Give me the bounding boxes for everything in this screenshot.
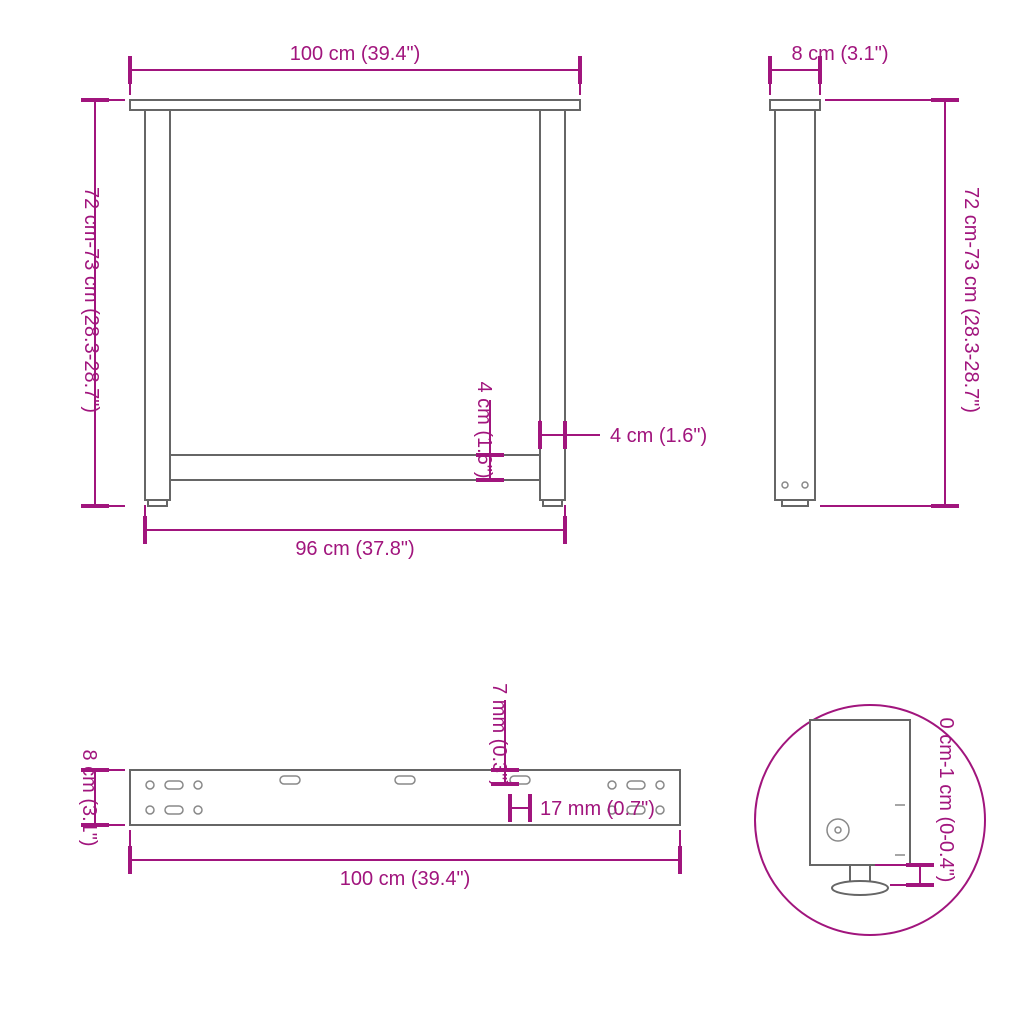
dim-label-slot-gap: 7 mm (0.3"): [488, 683, 510, 787]
dim-label-slot-w: 17 mm (0.7"): [540, 798, 655, 820]
top-view: 8 cm (3.1") 100 cm (39.4") 17 mm (0.7") …: [78, 683, 680, 890]
dim-label-rail-h: 4 cm (1.6"): [473, 381, 495, 478]
dim-label-top-depth: 8 cm (3.1"): [78, 749, 100, 846]
dim-label-front-top: 100 cm (39.4"): [290, 43, 421, 65]
dim-label-top-width: 100 cm (39.4"): [340, 868, 471, 890]
dim-label-front-inner: 96 cm (37.8"): [295, 538, 414, 560]
dim-label-front-height: 72 cm-73 cm (28.3-28.7"): [80, 187, 102, 413]
foot-detail: 0 cm-1 cm (0-0.4"): [755, 705, 985, 935]
dim-label-foot-adjust: 0 cm-1 cm (0-0.4"): [935, 718, 957, 883]
dim-label-leg-w: 4 cm (1.6"): [610, 425, 707, 447]
dimension-drawing: 100 cm (39.4") 96 cm (37.8") 72 cm-73 cm…: [0, 0, 1024, 1024]
dim-label-side-height: 72 cm-73 cm (28.3-28.7"): [960, 187, 982, 413]
dim-label-side-depth: 8 cm (3.1"): [791, 43, 888, 65]
front-view: 100 cm (39.4") 96 cm (37.8") 72 cm-73 cm…: [80, 43, 707, 560]
side-view: 8 cm (3.1") 72 cm-73 cm (28.3-28.7"): [770, 43, 982, 506]
